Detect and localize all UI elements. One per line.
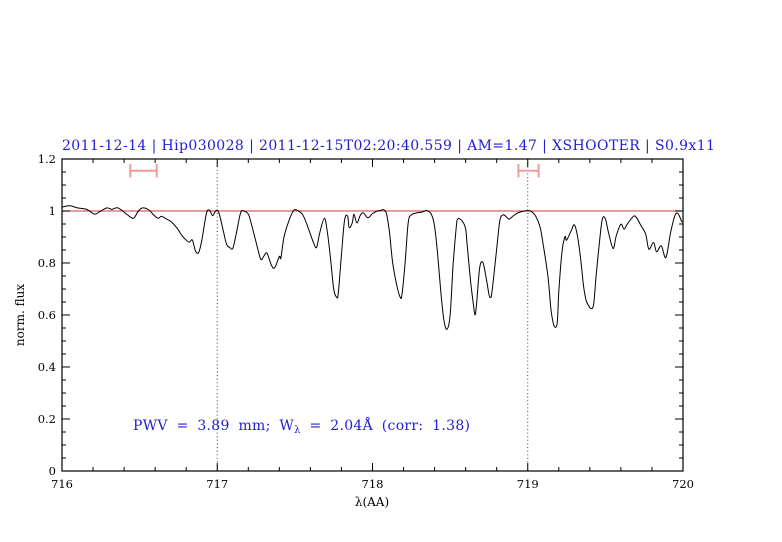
y-tick-label: 0.6	[38, 308, 56, 322]
chart-generated-content: 716 717 718 719 720 0 0.2 0.4 0.6 0.8 1 1.2	[38, 152, 694, 491]
plot-title: 2011-12-14 | Hip030028 | 2011-12-15T02:2…	[62, 138, 715, 154]
x-tick-label: 719	[517, 477, 539, 491]
y-tick-label: 0.4	[38, 360, 56, 374]
spectrum-line	[61, 205, 684, 330]
x-tick-label: 720	[672, 477, 694, 491]
y-tick-label: 1	[49, 204, 56, 218]
y-axis-label: norm. flux	[13, 284, 27, 346]
x-axis-label: λ(AA)	[355, 495, 389, 509]
y-tick-label: 0	[49, 464, 56, 478]
x-tick-label: 717	[206, 477, 228, 491]
x-tick-label: 716	[51, 477, 73, 491]
lambda-subscript-icon: λ	[294, 425, 301, 436]
x-tick-label: 718	[362, 477, 384, 491]
pwv-annotation-text-2: = 2.04Å (corr: 1.38)	[301, 416, 471, 434]
y-tick-label: 0.8	[38, 256, 56, 270]
y-tick-label: 1.2	[38, 152, 56, 166]
y-tick-label: 0.2	[38, 412, 56, 426]
pwv-annotation-text: PWV = 3.89 mm; W	[133, 418, 294, 434]
pwv-annotation: PWV = 3.89 mm; Wλ = 2.04Å (corr: 1.38)	[133, 416, 470, 436]
